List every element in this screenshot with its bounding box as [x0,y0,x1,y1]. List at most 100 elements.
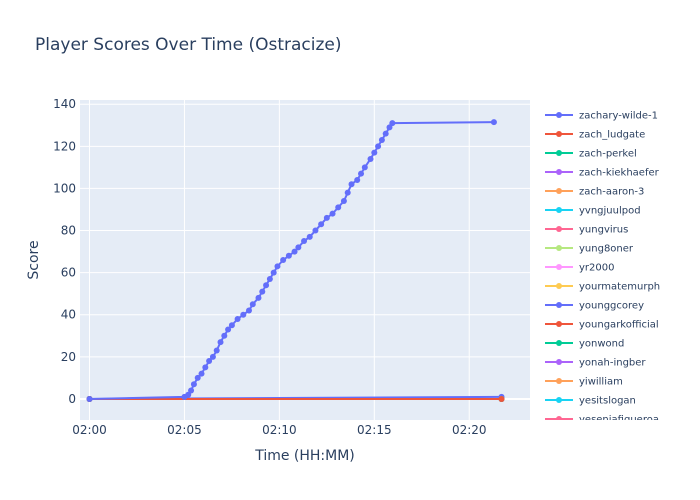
legend-item[interactable]: yonwond [545,339,624,350]
data-point [375,143,382,150]
y-tick-label: 20 [61,350,76,364]
legend-marker [556,340,562,346]
data-point [270,269,277,276]
legend-label: zach-aaron-3 [579,187,644,198]
legend-label: yungvirus [579,225,628,236]
data-point [217,339,224,346]
legend[interactable]: zachary-wilde-1 zach_ludgate zach-perkel za… [545,111,660,426]
legend-label: yourmatemurph [579,282,660,293]
data-point [295,244,302,251]
data-point [194,374,201,381]
legend-marker [556,264,562,270]
data-point [386,124,393,131]
legend-item[interactable]: yung8oner [545,244,634,255]
legend-item[interactable]: yvngjuulpod [545,206,641,217]
legend-label: zach_ludgate [579,130,645,141]
data-point [340,198,347,205]
legend-marker [556,207,562,213]
data-point [274,263,281,270]
data-point [389,120,396,127]
data-point [245,307,252,314]
y-tick-label: 140 [53,97,76,111]
data-point [358,170,365,177]
legend-item[interactable]: yesitslogan [545,396,636,407]
x-tick-label: 02:15 [357,423,392,437]
legend-label: yr2000 [579,263,614,274]
legend-item[interactable]: zach_ludgate [545,130,645,141]
legend-marker [556,245,562,251]
series-layer [86,119,505,402]
x-tick-label: 02:10 [262,423,297,437]
legend-item[interactable]: yonah-ingber [545,358,646,369]
legend-item[interactable]: yeseniafigueroa [545,415,659,426]
data-point [371,149,378,156]
legend-marker [556,188,562,194]
legend-marker [556,169,562,175]
data-point [312,227,319,234]
data-point [202,364,209,371]
data-point [213,347,220,354]
legend-item[interactable]: youngarkofficial [545,320,659,331]
x-tick-label: 02:05 [167,423,202,437]
data-point [249,301,256,308]
data-point [498,395,505,402]
plot-area [80,100,530,420]
y-tick-label: 100 [53,181,76,195]
data-point [240,311,247,318]
data-point [378,137,385,143]
data-point [221,332,228,339]
data-point [206,358,213,365]
legend-item[interactable]: yourmatemurph [545,282,660,293]
x-tick-label: 02:00 [72,423,107,437]
data-point [225,326,232,333]
legend-label: yonah-ingber [579,358,646,369]
x-axis-title: Time (HH:MM) [254,448,355,464]
data-point [263,282,270,289]
y-axis-ticks: 0 20 40 60 80 100 120 140 [53,97,76,406]
legend-marker [556,226,562,232]
data-point [209,353,216,360]
y-axis-title: Score [26,240,42,279]
data-point [335,204,342,211]
legend-item[interactable]: zach-kiekhaefer [545,168,660,179]
legend-label: yvngjuulpod [579,206,641,217]
data-point [354,177,361,183]
data-point [188,387,195,394]
y-tick-label: 40 [61,308,76,322]
data-point [306,233,313,240]
data-point [361,164,368,171]
legend-label: yung8oner [579,244,634,255]
legend-item[interactable]: younggcorey [545,301,644,312]
data-point [259,288,266,295]
legend-label: younggcorey [579,301,644,312]
data-point [367,155,374,162]
data-point [285,252,292,259]
legend-item[interactable]: zach-perkel [545,149,637,160]
legend-label: yeseniafigueroa [579,415,659,426]
data-point [228,322,235,329]
data-point [185,391,192,398]
x-tick-label: 02:20 [452,423,487,437]
legend-marker [556,359,562,365]
data-point [318,221,325,228]
legend-marker [556,150,562,156]
legend-label: youngarkofficial [579,320,659,331]
data-point [280,257,287,263]
series-zachary-wilde-1 [86,119,497,402]
chart-title: Player Scores Over Time (Ostracize) [35,35,342,55]
y-tick-label: 80 [61,224,76,238]
legend-marker [556,321,562,327]
legend-item[interactable]: yr2000 [545,263,614,274]
data-point [86,395,93,402]
legend-item[interactable]: yiwilliam [545,377,623,388]
legend-item[interactable]: zach-aaron-3 [545,187,644,198]
legend-item[interactable]: yungvirus [545,225,628,236]
data-point [348,181,355,188]
y-tick-label: 120 [53,139,76,153]
legend-marker [556,416,562,420]
data-point [198,370,205,377]
legend-item[interactable]: zachary-wilde-1 [545,111,658,122]
data-point [266,275,273,282]
data-point [329,210,336,217]
legend-marker [556,378,562,384]
